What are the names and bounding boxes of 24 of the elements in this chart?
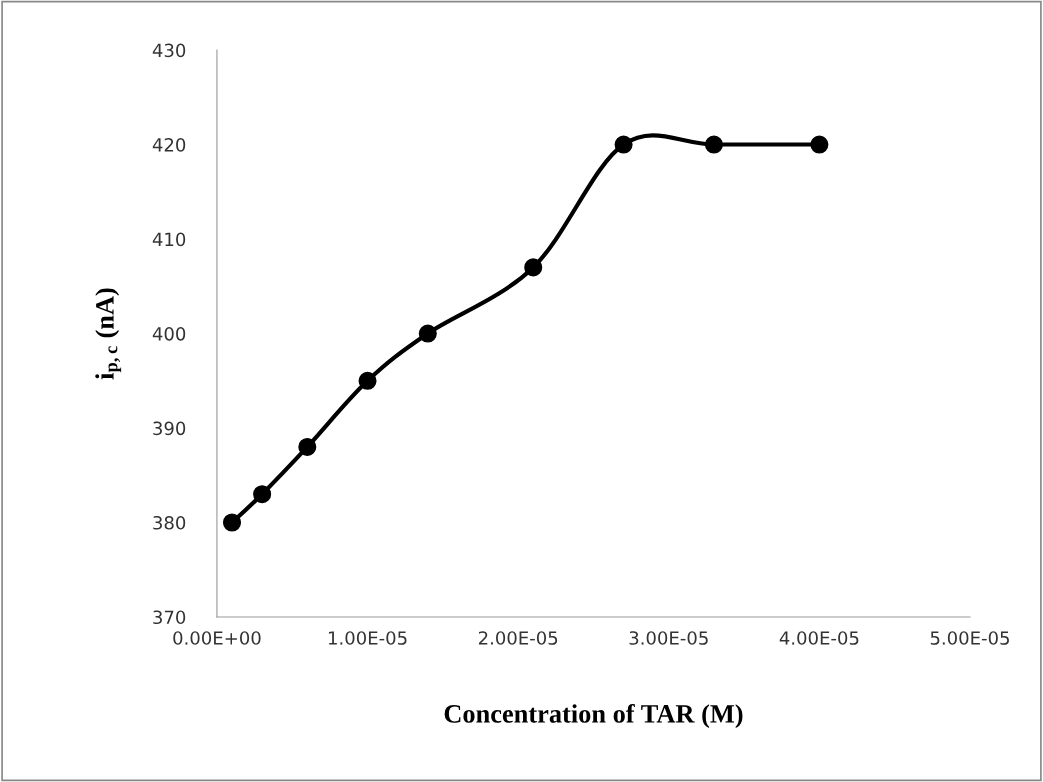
x-tick-label: 3.00E-05 <box>629 631 708 645</box>
y-tick-label: 390 <box>153 421 186 436</box>
point <box>810 135 829 154</box>
point <box>358 371 377 390</box>
point <box>704 135 723 154</box>
point <box>614 135 633 154</box>
y-tick-label: 380 <box>153 515 186 530</box>
y-tick-label: 420 <box>152 138 186 152</box>
point <box>222 513 242 532</box>
y-tick-label: 400 <box>152 326 186 341</box>
y-tick-label: 370 <box>153 610 186 625</box>
x-tick-label: 4.00E-05 <box>779 631 859 645</box>
point <box>253 485 272 504</box>
x-tick-label: 2.00E-05 <box>478 631 558 645</box>
point <box>418 324 437 343</box>
x-tick-label: 5.00E-05 <box>930 631 1009 645</box>
point <box>524 258 543 277</box>
point <box>298 437 317 456</box>
y-tick-label: 430 <box>152 43 186 58</box>
x-tick-label: 0.00E+00 <box>173 631 261 645</box>
x-tick-label: 1.00E-05 <box>328 631 407 645</box>
y-tick-label: 410 <box>152 232 186 247</box>
y-axis-title: i$_{p,c}$ (nA) <box>95 288 122 380</box>
x-axis-title: Concentration of TAR (M) <box>444 703 743 729</box>
